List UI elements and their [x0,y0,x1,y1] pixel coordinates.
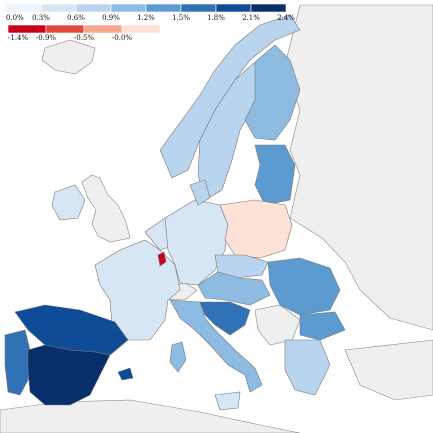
legend-negative-tick-label: -0.0% [112,34,132,42]
region-baltics[interactable] [254,144,296,206]
legend-positive-swatch [75,3,112,13]
legend-positive-swatches [5,3,287,13]
legend-positive-swatch [40,3,77,13]
legend-positive: 0.0% 0.3% 0.6% 0.9% 1.2% 1.5% 1.8% 2.1% 2.4% [5,3,295,22]
legend-negative-tick-label: -0.9% [36,34,56,42]
uk [81,174,131,243]
region-romania[interactable] [267,257,341,316]
legend-positive-tick-label: 0.6% [67,14,85,22]
region-germany[interactable] [164,199,229,286]
region-ireland[interactable] [51,184,86,221]
region-luxembourg[interactable] [157,251,167,267]
legend-negative-swatches [7,24,161,34]
legend-positive-swatch [180,3,217,13]
turkey [344,339,433,401]
legend-positive-tick-label: 2.1% [242,14,260,22]
legend-positive-tick-label: 0.0% [6,14,24,22]
region-italy[interactable] [169,299,263,393]
legend-positive-tick-label: 1.2% [137,14,155,22]
legend-positive-ticks: 0.0% 0.3% 0.6% 0.9% 1.2% 1.5% 1.8% 2.1% 2.4% [6,14,295,22]
region-portugal[interactable] [4,329,31,396]
legend-positive-swatch [110,3,147,13]
legend-negative: -1.4% -0.9% -0.5% -0.0% [7,24,161,42]
region-denmark[interactable] [189,179,211,206]
legend-positive-swatch [145,3,182,13]
greenland-iceland [41,39,96,75]
region-spain-south[interactable] [27,344,111,406]
legend-negative-tick-label: -1.4% [8,34,28,42]
eu-regions [4,14,346,411]
legend-positive-tick-label: 0.3% [32,14,50,22]
legend-positive-swatch [250,3,287,13]
legend-negative-swatch [121,24,161,34]
legend-positive-swatch [5,3,42,13]
region-sicily[interactable] [214,391,241,411]
region-balearic[interactable] [117,367,134,381]
legend-positive-tick-label: 1.8% [207,14,225,22]
legend-negative-swatch [7,24,47,34]
legend-negative-swatch [83,24,123,34]
no-data-land [0,4,433,433]
russia-belarus-ukraine [284,4,433,331]
legend-positive-tick-label: 0.9% [102,14,120,22]
region-poland[interactable] [219,199,293,259]
legend-positive-tick-label: 1.5% [172,14,190,22]
region-norway[interactable] [159,14,301,179]
legend-negative-tick-label: -0.5% [74,34,94,42]
region-croatia-slovenia[interactable] [199,301,251,336]
legend-positive-tick-label: 2.4% [277,14,295,22]
region-bulgaria[interactable] [299,311,346,341]
region-austria-hungary[interactable] [197,271,271,306]
region-sardinia[interactable] [169,341,187,373]
legend-negative-ticks: -1.4% -0.9% -0.5% -0.0% [8,34,132,42]
legend-positive-swatch [215,3,252,13]
region-finland[interactable] [244,44,301,141]
legend-negative-swatch [45,24,85,34]
region-greece[interactable] [284,339,331,396]
region-france[interactable] [94,239,181,341]
